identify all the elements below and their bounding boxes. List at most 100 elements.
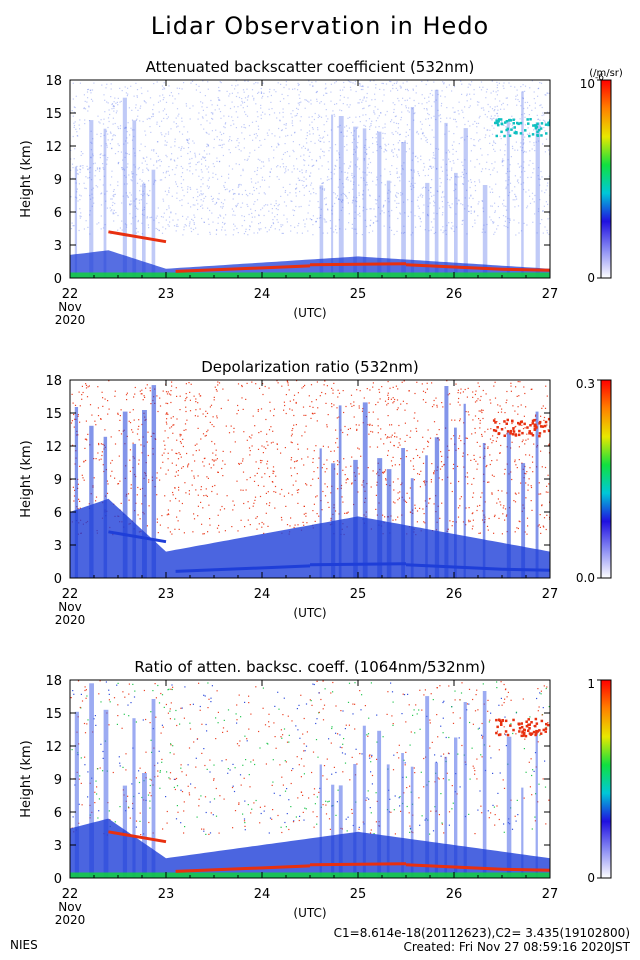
colorbar-max-label: 10 — [580, 77, 595, 91]
cloud-top-line — [309, 262, 407, 267]
profile-column — [444, 386, 449, 578]
profile-column — [521, 787, 524, 878]
cirrus-point — [534, 126, 538, 129]
cirrus-point — [547, 429, 550, 433]
profile-column — [425, 455, 428, 578]
profile-column — [142, 183, 146, 278]
cirrus-point — [541, 425, 545, 428]
cirrus-point — [539, 425, 543, 428]
cirrus-point — [538, 432, 542, 435]
profile-column — [386, 180, 391, 278]
profile-column — [410, 107, 415, 278]
cirrus-point — [538, 128, 541, 132]
cirrus-point — [532, 124, 535, 127]
cirrus-point — [511, 433, 515, 436]
cirrus-point — [517, 421, 520, 425]
colorbar-min-label: 0.0 — [576, 571, 595, 585]
cirrus-point — [508, 134, 512, 137]
cirrus-point — [545, 722, 548, 726]
profile-column — [521, 91, 524, 278]
cirrus-point — [518, 727, 522, 730]
y-tick-label: 6 — [54, 506, 62, 521]
cirrus-point — [519, 121, 523, 125]
cirrus-point — [506, 733, 510, 737]
cirrus-point — [500, 428, 504, 431]
profile-column — [535, 730, 538, 878]
cirrus-point — [504, 121, 507, 124]
cloud-top-line — [501, 267, 550, 272]
cirrus-point — [532, 730, 536, 734]
profile-column — [338, 405, 342, 578]
profile-column — [401, 142, 406, 278]
cloud-top-line — [309, 862, 407, 867]
profile-column — [434, 89, 439, 278]
y-tick-label: 12 — [45, 740, 62, 755]
x-tick-label: 24 — [254, 887, 271, 902]
cirrus-point — [528, 723, 531, 726]
date-year-label: 2020 — [55, 313, 86, 327]
x-tick-label: 26 — [446, 887, 463, 902]
cirrus-point — [494, 429, 498, 433]
profile-column — [151, 699, 156, 878]
cirrus-point — [527, 122, 530, 125]
cirrus-point — [503, 434, 506, 437]
cloud-top-line — [175, 564, 311, 573]
profile-column — [132, 443, 137, 578]
cirrus-point — [500, 720, 503, 724]
cirrus-point — [547, 123, 550, 127]
y-tick-label: 12 — [45, 440, 62, 455]
profile-column — [362, 402, 368, 578]
profile-column — [151, 169, 156, 278]
profile-column — [319, 448, 322, 578]
page-title: Lidar Observation in Hedo — [150, 12, 490, 40]
cirrus-point — [517, 433, 521, 437]
cirrus-point — [497, 432, 501, 435]
footer-created: Created: Fri Nov 27 08:59:16 2020JST — [403, 940, 630, 954]
chart-panel-1: Attenuated backscatter coefficient (532n… — [19, 58, 623, 327]
y-tick-label: 9 — [54, 473, 62, 488]
profile-column — [463, 403, 466, 578]
cirrus-point — [530, 721, 533, 724]
profile-column — [353, 764, 357, 878]
profile-column — [74, 711, 79, 878]
profile-column — [74, 407, 79, 578]
cirrus-point — [512, 122, 515, 125]
cirrus-point — [531, 133, 535, 136]
cirrus-point — [525, 720, 528, 723]
cirrus-point — [547, 417, 550, 421]
cirrus-point — [499, 118, 503, 121]
profile-column — [362, 725, 366, 878]
cirrus-point — [534, 124, 538, 128]
profile-column — [434, 762, 439, 878]
y-axis-label: Height (km) — [19, 140, 34, 217]
profile-column — [506, 121, 510, 278]
cirrus-point — [496, 426, 499, 429]
y-tick-label: 0 — [54, 272, 62, 287]
y-tick-label: 15 — [45, 407, 62, 422]
cirrus-point — [511, 420, 514, 423]
colorbar — [600, 679, 612, 879]
cirrus-point — [492, 419, 496, 422]
cloud-top-line — [175, 864, 311, 873]
colorbar-exponent: -6 — [595, 73, 604, 83]
x-tick-label: 23 — [158, 887, 175, 902]
profile-column — [463, 128, 468, 278]
profile-column — [482, 185, 488, 278]
chart-title: Depolarization ratio (532nm) — [201, 358, 419, 376]
y-tick-label: 3 — [54, 839, 62, 854]
cirrus-point — [497, 120, 500, 123]
cirrus-point — [500, 122, 504, 125]
cirrus-point — [539, 127, 543, 130]
cirrus-point — [506, 418, 509, 422]
date-month-label: Nov — [58, 600, 81, 614]
cirrus-point — [544, 727, 548, 730]
profile-column — [122, 97, 127, 278]
colorbar-min-label: 0 — [587, 271, 595, 285]
colorbar — [600, 379, 612, 579]
cirrus-point — [531, 422, 534, 425]
cirrus-point — [540, 719, 544, 723]
chart-panel-2: Depolarization ratio (532nm) 0 3 6 9 12 15 18 He… — [19, 358, 612, 627]
x-tick-label: 27 — [542, 887, 559, 902]
profile-column — [454, 427, 457, 578]
